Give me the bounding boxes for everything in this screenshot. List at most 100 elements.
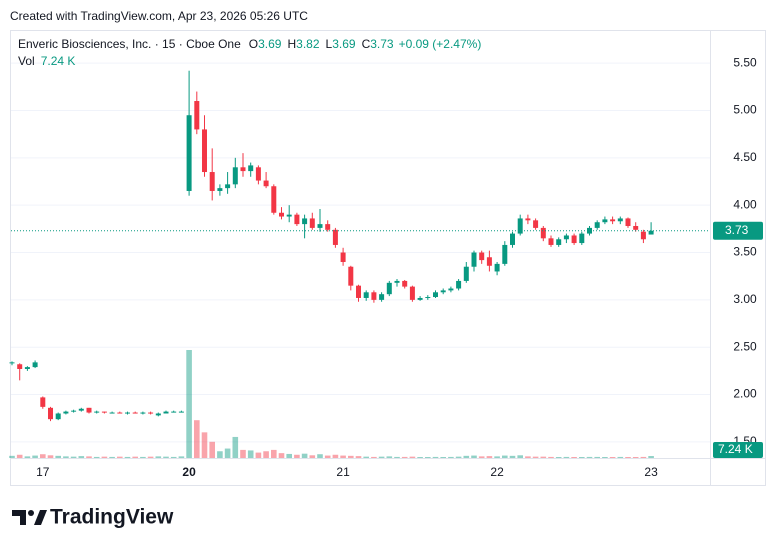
candle-body <box>171 411 177 413</box>
volume-box <box>713 442 763 458</box>
y-tick-label: 3.50 <box>733 245 757 259</box>
candle-body <box>109 412 115 414</box>
candle-body <box>425 297 431 299</box>
volume-bar <box>617 456 624 458</box>
candle-body <box>540 227 546 239</box>
volume-bar <box>271 449 277 458</box>
logo-icon <box>12 510 26 525</box>
candle-body <box>17 364 23 369</box>
legend-header: Enveric Biosciences, Inc. · 15 · Cboe On… <box>18 37 481 51</box>
volume-bar <box>432 456 439 458</box>
candle-body <box>148 412 154 414</box>
candle-body <box>225 184 231 189</box>
candle-body <box>587 227 592 234</box>
volume-bar <box>348 455 354 458</box>
candle-body <box>563 235 569 240</box>
logo-icon <box>34 510 47 525</box>
candle-body <box>286 214 292 217</box>
volume-bar <box>448 456 454 458</box>
volume-bar <box>40 454 46 458</box>
volume-bar <box>9 455 15 458</box>
volume-bar <box>201 432 208 458</box>
logo: TradingView <box>12 506 174 529</box>
volume-bar <box>124 456 131 458</box>
candle-body <box>255 167 261 181</box>
candle-body <box>178 411 184 413</box>
ohlc-label: O <box>249 37 258 51</box>
x-tick-label: 17 <box>36 465 50 479</box>
volume-bar <box>294 454 300 458</box>
y-tick-label: 2.50 <box>733 339 757 353</box>
volume-bar <box>502 455 508 458</box>
y-tick-label: 4.00 <box>733 197 757 211</box>
volume-bar <box>132 456 138 458</box>
volume-bar <box>78 456 85 458</box>
volume-bar <box>86 456 92 458</box>
candle-body <box>533 220 539 228</box>
candle-body <box>517 218 523 234</box>
volume-bar <box>401 456 408 458</box>
volume-bar <box>309 455 316 458</box>
y-tick-label: 3.00 <box>733 292 757 306</box>
candle-body <box>186 115 192 191</box>
candle-body <box>194 101 200 130</box>
volume-bar <box>378 456 385 458</box>
candle-body <box>263 180 269 187</box>
volume-bar <box>394 456 400 458</box>
candle-body <box>71 410 77 412</box>
volume-bar <box>217 451 223 458</box>
volume-bar <box>286 453 292 458</box>
ohlc-label: L <box>326 37 333 51</box>
candle-body <box>479 252 485 261</box>
volume-bar <box>532 456 539 458</box>
volume-bar <box>324 455 331 458</box>
volume-bar <box>147 456 154 458</box>
volume-value: 7.24 K <box>41 54 76 68</box>
volume-bar <box>317 454 323 458</box>
candle-body <box>332 229 338 245</box>
candle-body <box>78 408 84 411</box>
candle-body <box>571 235 577 244</box>
candle-body <box>132 412 138 414</box>
last-price-box <box>713 221 763 240</box>
candle-body <box>317 224 323 228</box>
volume-bar <box>16 454 23 458</box>
ohlc-label: C <box>362 37 371 51</box>
candle-body <box>363 292 369 298</box>
logo-icon <box>28 510 34 516</box>
y-tick-label: 2.00 <box>733 387 757 401</box>
x-tick-label: 21 <box>336 465 350 479</box>
volume-bar <box>247 450 254 458</box>
volume-bar <box>517 455 523 458</box>
x-tick-label: 22 <box>490 465 504 479</box>
candle-body <box>94 411 100 413</box>
volume-bar <box>301 453 308 458</box>
volume-bar <box>602 457 608 458</box>
candle-body <box>217 188 223 191</box>
volume-bar <box>594 456 600 458</box>
candle-body <box>448 288 454 291</box>
volume-bar <box>278 453 285 458</box>
candle-body <box>486 257 492 266</box>
ohlc-label: H <box>287 37 296 51</box>
candle-body <box>617 218 623 222</box>
ohlc-value: 3.82 <box>296 37 320 51</box>
candle-body <box>309 218 315 228</box>
ohlc-value: 3.73 <box>370 37 394 51</box>
volume-bar <box>186 350 192 458</box>
candle-body <box>510 233 515 245</box>
volume-bar <box>240 449 246 458</box>
candle-body <box>594 222 600 228</box>
candle-body <box>48 407 53 420</box>
volume-bar <box>463 455 470 458</box>
candle-body <box>163 411 169 414</box>
candle-body <box>232 167 238 185</box>
candle-body <box>209 172 215 191</box>
volume-bar <box>255 452 262 458</box>
candle-body <box>440 290 446 293</box>
candle-body <box>633 226 639 230</box>
volume-bar <box>332 454 339 458</box>
candle-body <box>348 266 354 286</box>
volume-legend: Vol 7.24 K <box>18 54 75 68</box>
